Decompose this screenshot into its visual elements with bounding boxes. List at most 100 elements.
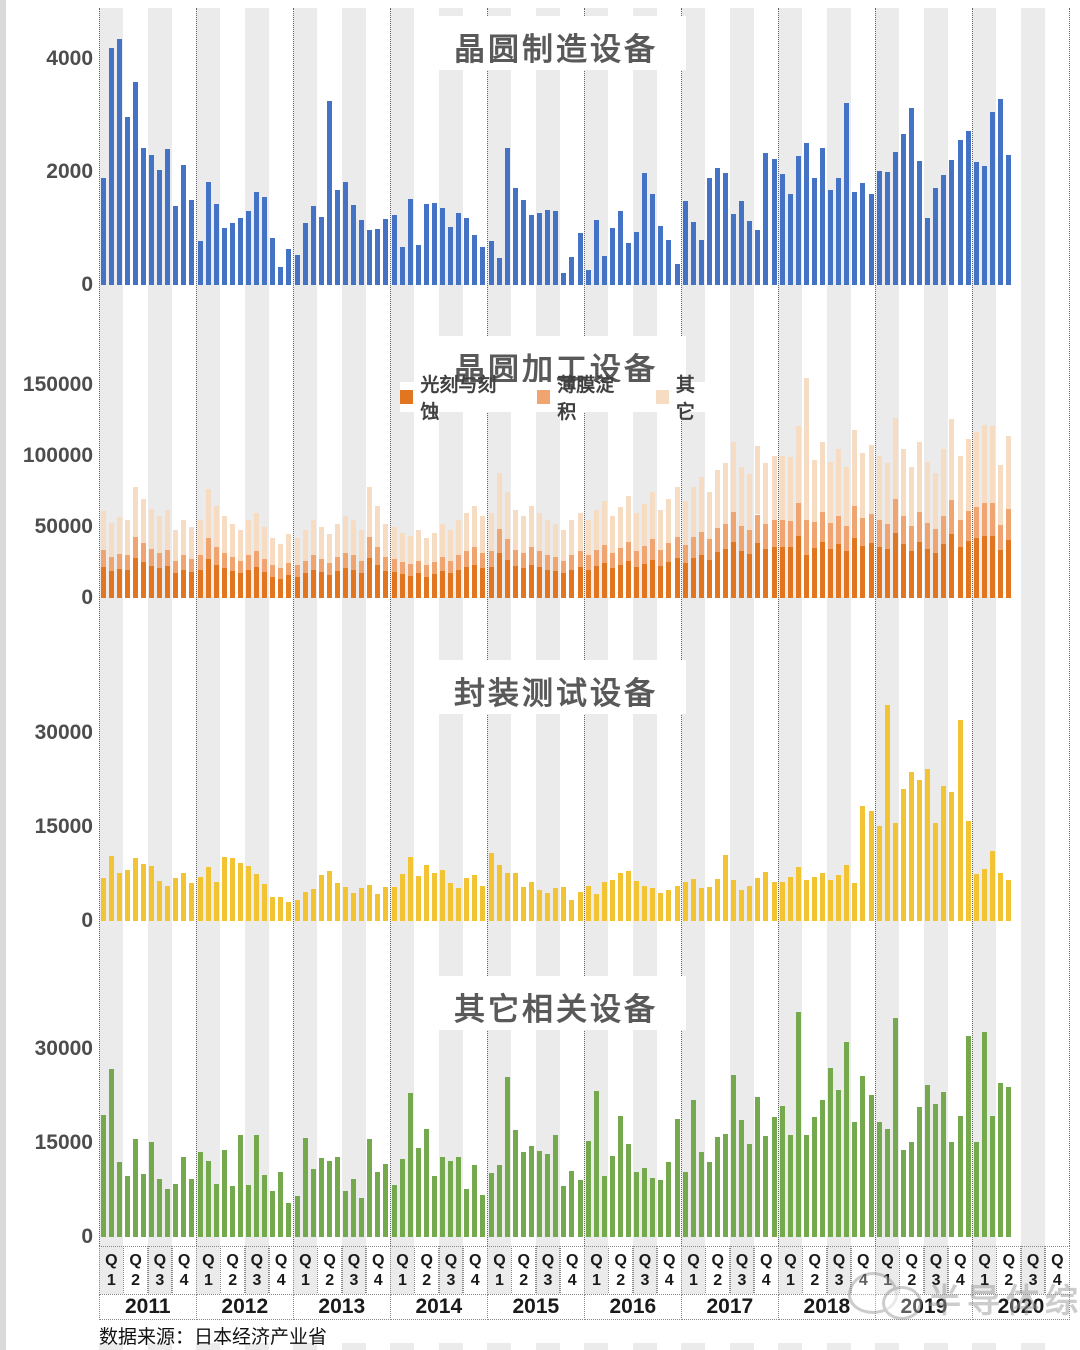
bar-other_equip (472, 1164, 478, 1237)
stacked-bar-segment-wafer_proc (407, 575, 413, 598)
stacked-bar-segment-wafer_proc (682, 501, 688, 545)
stacked-bar-segment-wafer_proc (254, 512, 260, 552)
legend-item-thin-film: 薄膜淀积 (536, 370, 630, 424)
stacked-bar-segment-wafer_proc (359, 529, 365, 561)
bar-other_equip (949, 1142, 955, 1237)
stacked-bar-segment-wafer_proc (811, 460, 817, 523)
bar-pkg_test (989, 851, 995, 921)
bar-wafer_mfg (642, 172, 648, 285)
bar-pkg_test (981, 868, 987, 921)
bar-pkg_test (609, 880, 615, 921)
bar-wafer_mfg (787, 194, 793, 285)
legend-label-thin-film: 薄膜淀积 (557, 375, 615, 423)
bar-wafer_mfg (876, 171, 882, 285)
stacked-bar-segment-wafer_proc (763, 549, 769, 598)
stacked-bar-segment-wafer_proc (569, 569, 575, 598)
bottom-stripe-remnant (826, 1343, 851, 1350)
year-boundary-line (778, 8, 780, 1320)
year-cell: 2018 (778, 1294, 876, 1320)
bar-other_equip (415, 1148, 421, 1237)
quarter-number: 2 (1004, 1272, 1014, 1289)
stacked-bar-segment-wafer_proc (876, 519, 882, 547)
stacked-bar-segment-wafer_proc (480, 515, 486, 553)
stacked-bar-segment-wafer_proc (189, 558, 195, 573)
stacked-bar-segment-wafer_proc (698, 554, 704, 598)
quarter-letter: Q (396, 1252, 409, 1269)
bar-pkg_test (900, 789, 906, 921)
bar-wafer_mfg (351, 204, 357, 285)
bar-wafer_mfg (132, 81, 138, 285)
bar-wafer_mfg (949, 159, 955, 285)
quarter-number: 2 (907, 1272, 917, 1289)
quarter-letter: Q (177, 1252, 191, 1269)
quarter-letter: Q (760, 1252, 773, 1269)
bar-pkg_test (868, 811, 874, 921)
stacked-bar-segment-wafer_proc (731, 541, 737, 598)
bar-pkg_test (205, 867, 211, 921)
bar-wafer_mfg (108, 47, 114, 285)
stacked-bar-segment-wafer_proc (512, 566, 518, 598)
stacked-bar-segment-wafer_proc (456, 569, 462, 598)
stacked-bar-segment-wafer_proc (286, 562, 292, 575)
stacked-bar-segment-wafer_proc (496, 473, 502, 530)
bar-pkg_test (229, 858, 235, 921)
year-cell: 2012 (196, 1294, 294, 1320)
bar-pkg_test (254, 874, 260, 921)
ytick-wafer_mfg: 2000 (46, 160, 93, 183)
stacked-bar-segment-wafer_proc (1006, 436, 1012, 509)
stacked-bar-segment-wafer_proc (666, 562, 672, 598)
stacked-bar-segment-wafer_proc (351, 554, 357, 570)
stacked-bar-segment-wafer_proc (876, 456, 882, 520)
bar-pkg_test (763, 872, 769, 921)
stacked-bar-segment-wafer_proc (310, 519, 316, 555)
bar-pkg_test (545, 893, 551, 921)
bar-pkg_test (520, 886, 526, 921)
bar-wafer_mfg (561, 273, 567, 285)
stacked-bar-segment-wafer_proc (472, 547, 478, 565)
stacked-bar-segment-wafer_proc (706, 491, 712, 540)
stacked-bar-segment-wafer_proc (860, 453, 866, 519)
bar-pkg_test (723, 854, 729, 921)
stacked-bar-segment-wafer_proc (642, 504, 648, 547)
stacked-bar-segment-wafer_proc (472, 505, 478, 548)
bar-other_equip (310, 1169, 316, 1237)
bar-pkg_test (529, 881, 534, 921)
quarter-letter: Q (663, 1252, 676, 1269)
bar-other_equip (957, 1116, 963, 1237)
bar-pkg_test (456, 887, 462, 921)
bar-pkg_test (496, 865, 502, 921)
thin-film-swatch-icon (536, 390, 551, 404)
bar-other_equip (868, 1094, 874, 1237)
bar-other_equip (512, 1130, 518, 1237)
bar-pkg_test (512, 872, 518, 921)
stacked-bar-segment-wafer_proc (585, 554, 591, 570)
stacked-bar-segment-wafer_proc (973, 431, 979, 507)
stacked-bar-segment-wafer_proc (553, 571, 559, 598)
bar-other_equip (787, 1134, 793, 1237)
bar-pkg_test (593, 894, 599, 921)
stacked-bar-segment-wafer_proc (375, 547, 381, 565)
stacked-bar-segment-wafer_proc (747, 474, 753, 531)
bar-wafer_mfg (933, 187, 939, 285)
stacked-bar-segment-wafer_proc (140, 543, 146, 563)
stacked-bar-segment-wafer_proc (658, 549, 664, 567)
stacked-bar-segment-wafer_proc (836, 448, 842, 516)
bottom-stripe-remnant (293, 1343, 318, 1350)
bar-wafer_mfg (423, 204, 429, 285)
stacked-bar-segment-wafer_proc (933, 473, 939, 530)
bar-wafer_mfg (909, 108, 914, 285)
ytick-other_equip: 0 (81, 1225, 93, 1248)
bar-pkg_test (706, 886, 712, 921)
stacked-bar-segment-wafer_proc (917, 441, 923, 513)
stacked-bar-segment-wafer_proc (739, 467, 745, 527)
bar-wafer_mfg (213, 203, 219, 285)
stacked-bar-segment-wafer_proc (989, 426, 995, 504)
